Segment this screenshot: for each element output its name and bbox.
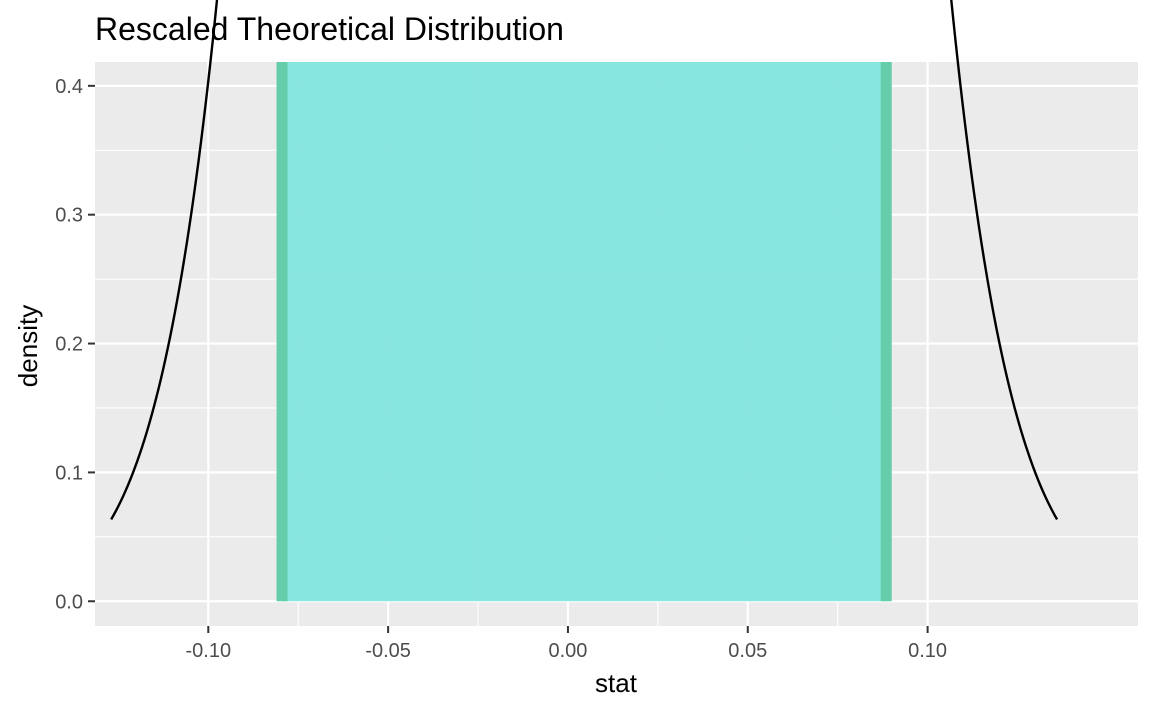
x-axis-label: stat [595,668,638,698]
y-tick-label: 0.0 [55,591,83,613]
y-tick-label: 0.2 [55,334,83,356]
x-tick-label: -0.05 [365,640,411,662]
y-axis: 0.0 0.1 0.2 0.3 0.4 [55,76,95,613]
chart-title: Rescaled Theoretical Distribution [95,11,564,47]
y-tick-label: 0.3 [55,205,83,227]
x-tick-label: 0.10 [908,640,947,662]
interval-shade [282,62,887,602]
x-tick-label: -0.10 [185,640,231,662]
x-axis: -0.10 -0.05 0.00 0.05 0.10 [185,626,947,662]
y-tick-label: 0.4 [55,76,83,98]
x-tick-label: 0.05 [728,640,767,662]
shaded-interval [276,62,892,602]
y-tick-label: 0.1 [55,462,83,484]
x-tick-label: 0.00 [548,640,587,662]
y-axis-label: density [13,305,43,387]
